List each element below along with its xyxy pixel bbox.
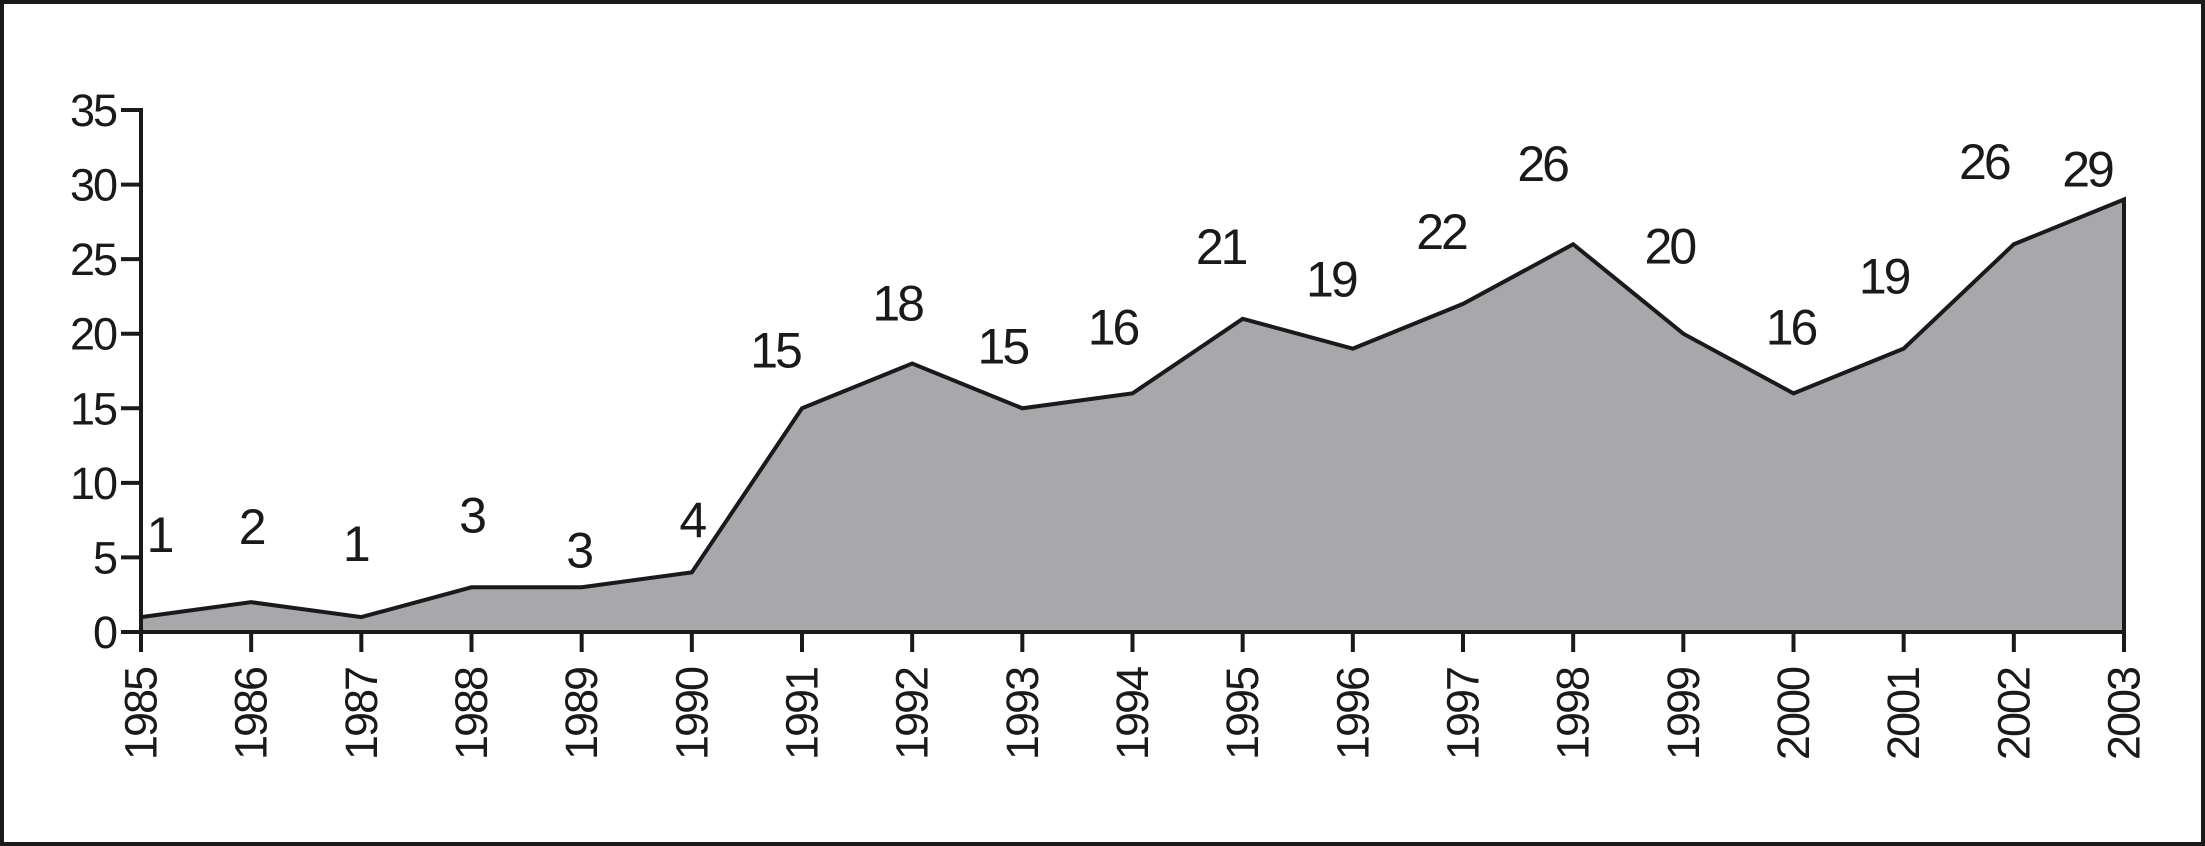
x-tick-label: 1986 <box>226 667 277 760</box>
data-point-label: 1 <box>147 507 173 563</box>
data-point-label: 15 <box>978 318 1029 374</box>
data-point-label: 3 <box>459 487 485 543</box>
x-tick-label: 1999 <box>1658 668 1709 760</box>
x-tick-label: 2003 <box>2099 667 2150 760</box>
data-point-label: 18 <box>872 276 923 332</box>
area-fill <box>141 199 2124 632</box>
data-point-label: 26 <box>1959 134 2010 190</box>
data-point-label: 4 <box>679 492 706 548</box>
y-tick-label: 15 <box>70 383 117 434</box>
y-tick-label: 30 <box>70 160 117 211</box>
data-point-label: 15 <box>750 322 801 378</box>
x-tick-label: 2001 <box>1878 668 1929 760</box>
y-tick-label: 35 <box>70 85 117 136</box>
x-tick-label: 1997 <box>1438 668 1489 760</box>
data-point-label: 2 <box>239 499 265 555</box>
data-point-label: 1 <box>343 516 369 572</box>
area-chart: 0 5 10 15 20 25 30 35 1985 1986 1987 1988 1989 1990 19… <box>70 85 2150 760</box>
x-tick-label: 1988 <box>446 667 497 760</box>
x-tick-label: 1993 <box>997 667 1048 760</box>
x-tick-label: 1998 <box>1548 667 1599 760</box>
x-tick-label: 1991 <box>777 668 828 760</box>
x-tick-label: 2000 <box>1768 667 1819 760</box>
x-tick-label: 1992 <box>887 668 938 760</box>
data-point-label: 19 <box>1859 249 1910 305</box>
data-point-label: 16 <box>1088 299 1139 355</box>
data-point-label: 22 <box>1416 204 1467 260</box>
y-tick-label: 25 <box>70 234 117 285</box>
data-point-label: 26 <box>1517 136 1568 192</box>
x-tick-label: 1990 <box>666 667 717 760</box>
x-tick-label: 1989 <box>556 668 607 760</box>
x-tick-label: 1995 <box>1217 667 1268 760</box>
y-tick-label: 0 <box>93 607 117 658</box>
data-point-label: 29 <box>2062 141 2113 197</box>
data-point-label: 20 <box>1645 219 1696 275</box>
area-outline <box>140 196 2126 632</box>
y-tick-label: 10 <box>70 458 117 509</box>
x-tick-label: 1987 <box>336 668 387 760</box>
data-point-label: 3 <box>566 522 592 578</box>
data-point-label: 19 <box>1306 252 1357 308</box>
x-tick-label: 2002 <box>1988 668 2039 760</box>
y-tick-label: 20 <box>70 309 117 360</box>
x-tick-label: 1994 <box>1107 667 1158 760</box>
y-tick-label: 5 <box>93 532 117 583</box>
x-tick-label: 1996 <box>1327 667 1378 760</box>
x-tick-label: 1985 <box>116 667 167 760</box>
data-point-label: 16 <box>1766 299 1817 355</box>
data-point-label: 21 <box>1196 219 1247 275</box>
